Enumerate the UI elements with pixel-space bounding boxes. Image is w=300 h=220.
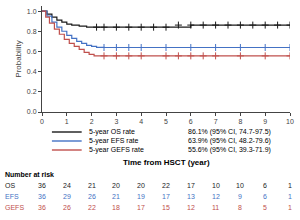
svg-text:3: 3 — [114, 118, 118, 125]
svg-text:Probability: Probability — [14, 40, 23, 77]
svg-text:2: 2 — [90, 118, 94, 125]
svg-text:17: 17 — [187, 182, 195, 189]
svg-text:15: 15 — [162, 204, 170, 211]
svg-text:7: 7 — [214, 118, 218, 125]
svg-text:24: 24 — [63, 182, 71, 189]
svg-text:5: 5 — [263, 204, 267, 211]
svg-text:11: 11 — [212, 204, 219, 211]
svg-text:6: 6 — [263, 193, 267, 200]
svg-text:5: 5 — [164, 118, 168, 125]
svg-text:5-year EFS rate: 5-year EFS rate — [89, 137, 139, 145]
svg-text:19: 19 — [137, 193, 145, 200]
svg-text:26: 26 — [88, 193, 96, 200]
svg-text:0.4: 0.4 — [27, 68, 37, 75]
svg-text:EFS: EFS — [5, 193, 19, 200]
svg-text:21: 21 — [88, 182, 96, 189]
svg-text:0: 0 — [40, 118, 44, 125]
svg-text:6: 6 — [263, 182, 267, 189]
svg-text:1: 1 — [288, 204, 292, 211]
svg-text:36: 36 — [38, 204, 46, 211]
svg-text:10: 10 — [212, 182, 220, 189]
svg-text:1: 1 — [65, 118, 69, 125]
svg-text:20: 20 — [137, 182, 145, 189]
svg-text:17: 17 — [162, 193, 170, 200]
svg-text:OS: OS — [5, 182, 15, 189]
svg-text:0.8: 0.8 — [27, 28, 37, 35]
svg-text:20: 20 — [112, 182, 120, 189]
svg-text:6: 6 — [189, 118, 193, 125]
svg-text:13: 13 — [187, 193, 195, 200]
svg-text:5-year OS rate: 5-year OS rate — [89, 128, 135, 136]
svg-text:0.2: 0.2 — [27, 88, 37, 95]
svg-text:8: 8 — [238, 118, 242, 125]
svg-text:5-year GEFS rate: 5-year GEFS rate — [89, 146, 144, 154]
svg-text:1.0: 1.0 — [27, 8, 37, 15]
svg-text:63.9% (95% CI, 48.2-79.6): 63.9% (95% CI, 48.2-79.6) — [188, 137, 271, 145]
svg-text:9: 9 — [238, 193, 242, 200]
svg-text:12: 12 — [212, 193, 220, 200]
svg-text:Number at risk: Number at risk — [5, 171, 54, 178]
svg-text:0.0: 0.0 — [27, 108, 37, 115]
svg-text:0.6: 0.6 — [27, 48, 37, 55]
svg-text:29: 29 — [63, 193, 71, 200]
svg-text:21: 21 — [112, 193, 120, 200]
svg-text:55.6% (95% CI, 39.3-71.9): 55.6% (95% CI, 39.3-71.9) — [188, 146, 271, 154]
svg-text:22: 22 — [162, 182, 170, 189]
svg-text:86.1% (95% CI, 74.7-97.5): 86.1% (95% CI, 74.7-97.5) — [188, 128, 271, 136]
svg-text:8: 8 — [238, 204, 242, 211]
svg-text:GEFS: GEFS — [5, 204, 24, 211]
svg-text:Time from HSCT (year): Time from HSCT (year) — [123, 158, 210, 167]
svg-text:4: 4 — [139, 118, 143, 125]
svg-text:1: 1 — [288, 193, 292, 200]
svg-text:10: 10 — [236, 182, 244, 189]
svg-text:18: 18 — [112, 204, 120, 211]
svg-text:1: 1 — [288, 182, 292, 189]
svg-text:17: 17 — [137, 204, 145, 211]
svg-text:10: 10 — [286, 118, 294, 125]
svg-text:36: 36 — [38, 193, 46, 200]
svg-text:36: 36 — [38, 182, 46, 189]
svg-text:9: 9 — [263, 118, 267, 125]
svg-text:12: 12 — [187, 204, 195, 211]
svg-text:26: 26 — [63, 204, 71, 211]
svg-text:22: 22 — [88, 204, 96, 211]
